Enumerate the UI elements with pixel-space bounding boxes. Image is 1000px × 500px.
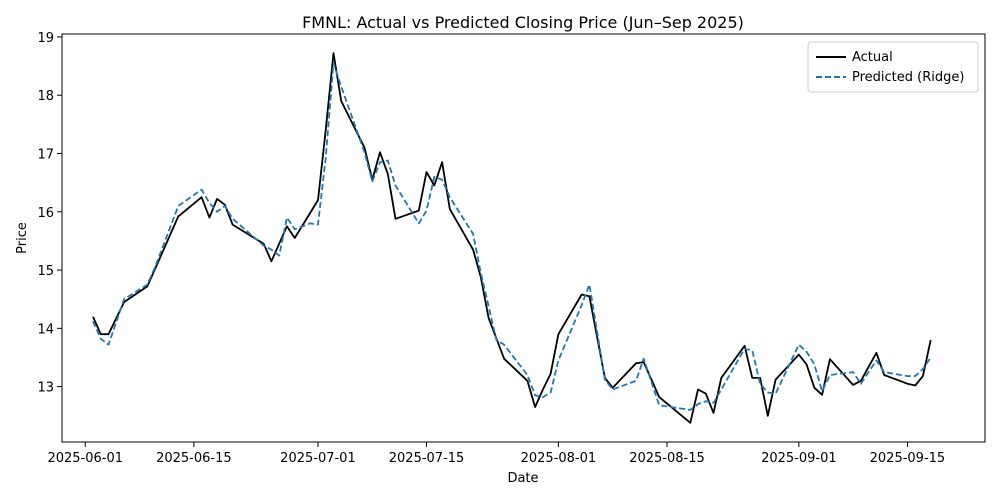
- series-line-actual: [92, 52, 932, 424]
- legend-label-actual: Actual: [852, 50, 893, 65]
- chart-title: FMNL: Actual vs Predicted Closing Price …: [302, 13, 744, 32]
- y-tick-label: 15: [37, 264, 54, 279]
- legend: Actual Predicted (Ridge): [807, 41, 979, 93]
- y-tick-label: 14: [37, 322, 54, 337]
- y-axis: 13 14 15 16 17 18 19: [37, 31, 62, 396]
- x-tick-label: 2025-09-15: [870, 451, 946, 466]
- series-layer: [92, 52, 932, 424]
- x-tick-label: 2025-06-15: [156, 451, 232, 466]
- plot-area: [61, 33, 986, 443]
- x-tick-label: 2025-07-01: [280, 451, 356, 466]
- x-tick-label: 2025-09-01: [761, 451, 837, 466]
- y-axis-label: Price: [15, 222, 30, 254]
- x-tick-label: 2025-08-15: [629, 451, 705, 466]
- x-axis: 2025-06-01 2025-06-15 2025-07-01 2025-07-15…: [47, 442, 945, 466]
- x-tick-label: 2025-08-01: [521, 451, 597, 466]
- y-tick-label: 17: [37, 147, 54, 162]
- y-tick-label: 19: [37, 31, 54, 46]
- x-tick-label: 2025-07-15: [389, 451, 465, 466]
- plot-frame: [61, 33, 986, 443]
- y-tick-label: 18: [37, 89, 54, 104]
- x-axis-label: Date: [507, 471, 538, 486]
- y-tick-label: 13: [37, 381, 54, 396]
- series-line-predicted: [92, 62, 932, 411]
- y-tick-label: 16: [37, 206, 54, 221]
- legend-box: [807, 41, 979, 93]
- legend-label-predicted: Predicted (Ridge): [852, 70, 964, 85]
- x-tick-label: 2025-06-01: [47, 451, 123, 466]
